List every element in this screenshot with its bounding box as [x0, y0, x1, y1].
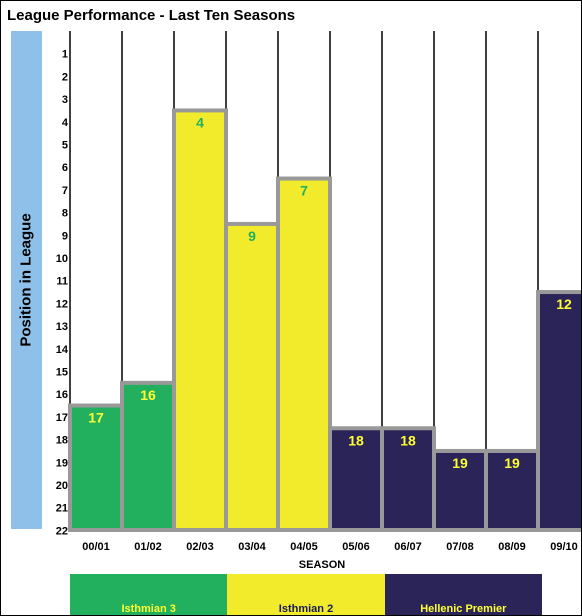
bar [120, 380, 176, 532]
y-tick-label: 1 [62, 49, 68, 61]
bar-data-label: 17 [88, 410, 104, 426]
bar-data-label: 18 [400, 432, 416, 448]
bar-data-label: 19 [504, 455, 520, 471]
x-tick-label: 01/02 [134, 541, 162, 553]
legend-item: Hellenic Premier [384, 574, 542, 615]
bar [432, 448, 488, 533]
y-tick-label: 11 [56, 276, 68, 288]
bar [224, 221, 280, 532]
x-tick-label: 07/08 [446, 541, 474, 553]
y-tick-label: 5 [62, 140, 68, 152]
y-tick-label: 4 [62, 117, 69, 129]
y-tick-label: 7 [62, 185, 68, 197]
x-tick-label: 04/05 [290, 541, 318, 553]
y-tick-label: 2 [62, 71, 68, 83]
bar-data-label: 9 [248, 228, 256, 244]
y-tick-label: 19 [56, 457, 68, 469]
y-tick-label: 17 [56, 412, 68, 424]
bar-data-label: 4 [196, 114, 204, 130]
legend-item: Isthmian 3 [70, 574, 228, 615]
bar-data-label: 19 [452, 455, 468, 471]
x-axis-title: SEASON [299, 559, 346, 571]
bar-data-label: 12 [556, 296, 572, 312]
legend-item: Isthmian 2 [227, 574, 385, 615]
chart-title: League Performance - Last Ten Seasons [7, 7, 296, 24]
bar-data-label: 16 [140, 387, 156, 403]
bar [536, 290, 581, 532]
x-tick-label: 06/07 [394, 541, 422, 553]
y-tick-label: 18 [56, 435, 68, 447]
y-tick-label: 21 [56, 503, 68, 515]
bar [328, 426, 384, 532]
bar [380, 426, 436, 532]
y-axis-label-band [11, 31, 42, 529]
y-tick-label: 15 [56, 367, 68, 379]
y-tick-label: 16 [56, 389, 68, 401]
y-tick-label: 22 [56, 525, 68, 537]
y-tick-label: 20 [56, 480, 68, 492]
x-tick-label: 02/03 [186, 541, 214, 553]
y-tick-label: 8 [62, 208, 68, 220]
y-tick-label: 6 [62, 162, 68, 174]
x-tick-label: 00/01 [82, 541, 110, 553]
y-tick-label: 14 [56, 344, 69, 356]
y-tick-label: 3 [62, 94, 68, 106]
legend: Isthmian 3 Isthmian 2 Hellenic Premier [70, 574, 542, 615]
bar-data-label: 18 [348, 432, 364, 448]
bar [68, 403, 124, 532]
x-tick-label: 08/09 [498, 541, 526, 553]
y-tick-label: 10 [56, 253, 68, 265]
y-tick-label: 13 [56, 321, 68, 333]
x-tick-label: 03/04 [238, 541, 266, 553]
x-tick-label: 05/06 [342, 541, 370, 553]
bar-data-label: 7 [300, 183, 308, 199]
bar [172, 108, 228, 532]
y-tick-label: 9 [62, 230, 68, 242]
y-tick-label: 12 [56, 298, 68, 310]
x-tick-label: 09/10 [550, 541, 578, 553]
bar [276, 176, 332, 533]
